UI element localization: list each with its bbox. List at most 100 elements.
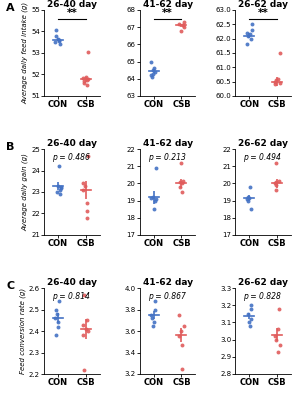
Point	[85, 82, 90, 88]
Point	[272, 333, 277, 340]
Point	[58, 184, 63, 190]
Point	[153, 69, 157, 75]
Point	[54, 306, 59, 313]
Point	[248, 302, 253, 308]
Text: p = 0.828: p = 0.828	[243, 292, 281, 300]
Point	[149, 72, 153, 78]
Point	[249, 306, 254, 312]
Point	[181, 19, 186, 25]
Point	[274, 187, 278, 194]
Point	[56, 319, 61, 326]
Point	[249, 21, 254, 28]
Point	[249, 206, 254, 212]
Point	[244, 30, 249, 36]
Point	[148, 58, 153, 65]
Point	[177, 333, 181, 340]
Point	[274, 77, 278, 83]
Text: p = 0.486: p = 0.486	[52, 152, 90, 162]
Point	[151, 67, 156, 73]
Point	[85, 49, 90, 55]
Y-axis label: Average daily feed intake (g): Average daily feed intake (g)	[22, 2, 28, 104]
Point	[245, 197, 250, 204]
Point	[247, 31, 252, 38]
Point	[245, 41, 250, 48]
Point	[54, 32, 59, 39]
Point	[178, 184, 183, 190]
Point	[56, 36, 60, 42]
Point	[150, 194, 155, 200]
Point	[181, 178, 186, 184]
Point	[245, 311, 250, 317]
Point	[82, 80, 86, 86]
Point	[81, 322, 86, 328]
Point	[273, 160, 278, 166]
Point	[81, 78, 86, 84]
Point	[56, 324, 61, 330]
Point	[81, 187, 86, 193]
Point	[81, 291, 86, 298]
Point	[246, 194, 250, 200]
Point	[277, 80, 282, 86]
Point	[275, 76, 280, 82]
Point	[58, 184, 63, 191]
Text: p = 0.867: p = 0.867	[148, 292, 186, 300]
Point	[81, 180, 86, 187]
Point	[82, 182, 87, 189]
Point	[54, 189, 59, 195]
Title: 26-62 day: 26-62 day	[238, 278, 288, 287]
Point	[151, 65, 156, 72]
Point	[55, 311, 60, 317]
Point	[277, 50, 282, 56]
Point	[272, 81, 277, 88]
Text: **: **	[162, 8, 173, 18]
Text: B: B	[6, 142, 15, 152]
Point	[81, 332, 86, 338]
Text: **: **	[66, 8, 77, 18]
Point	[273, 178, 278, 185]
Point	[56, 38, 61, 44]
Point	[276, 348, 280, 355]
Title: 26-40 day: 26-40 day	[47, 139, 97, 148]
Text: p = 0.494: p = 0.494	[243, 152, 281, 162]
Point	[86, 328, 91, 334]
Point	[85, 200, 89, 206]
Point	[181, 21, 185, 28]
Point	[179, 189, 184, 195]
Point	[82, 366, 86, 373]
Point	[247, 319, 252, 326]
Point	[179, 28, 184, 34]
Text: A: A	[6, 3, 15, 13]
Point	[180, 342, 184, 348]
Point	[249, 316, 254, 322]
Point	[248, 323, 253, 329]
Point	[246, 32, 250, 39]
Point	[248, 36, 253, 42]
Point	[54, 27, 59, 34]
Point	[151, 319, 156, 326]
Title: 26-40 day: 26-40 day	[47, 278, 97, 287]
Y-axis label: Feed conversion rate (g): Feed conversion rate (g)	[19, 288, 26, 374]
Point	[150, 315, 154, 321]
Point	[153, 197, 158, 204]
Point	[177, 20, 182, 27]
Point	[273, 336, 278, 343]
Title: 26-62 day: 26-62 day	[238, 139, 288, 148]
Point	[149, 312, 154, 318]
Point	[83, 73, 88, 80]
Text: **: **	[258, 8, 269, 18]
Point	[275, 326, 280, 332]
Point	[178, 160, 183, 166]
Point	[182, 24, 186, 30]
Point	[81, 74, 86, 81]
Point	[86, 152, 90, 159]
Title: 41-62 day: 41-62 day	[143, 278, 193, 287]
Point	[86, 76, 91, 82]
Point	[246, 195, 251, 201]
Point	[177, 312, 181, 318]
Point	[273, 78, 278, 85]
Title: 41-62 day: 41-62 day	[143, 0, 193, 9]
Point	[278, 342, 282, 348]
Point	[54, 332, 59, 338]
Point	[56, 163, 61, 170]
Text: p = 0.814: p = 0.814	[52, 292, 90, 300]
